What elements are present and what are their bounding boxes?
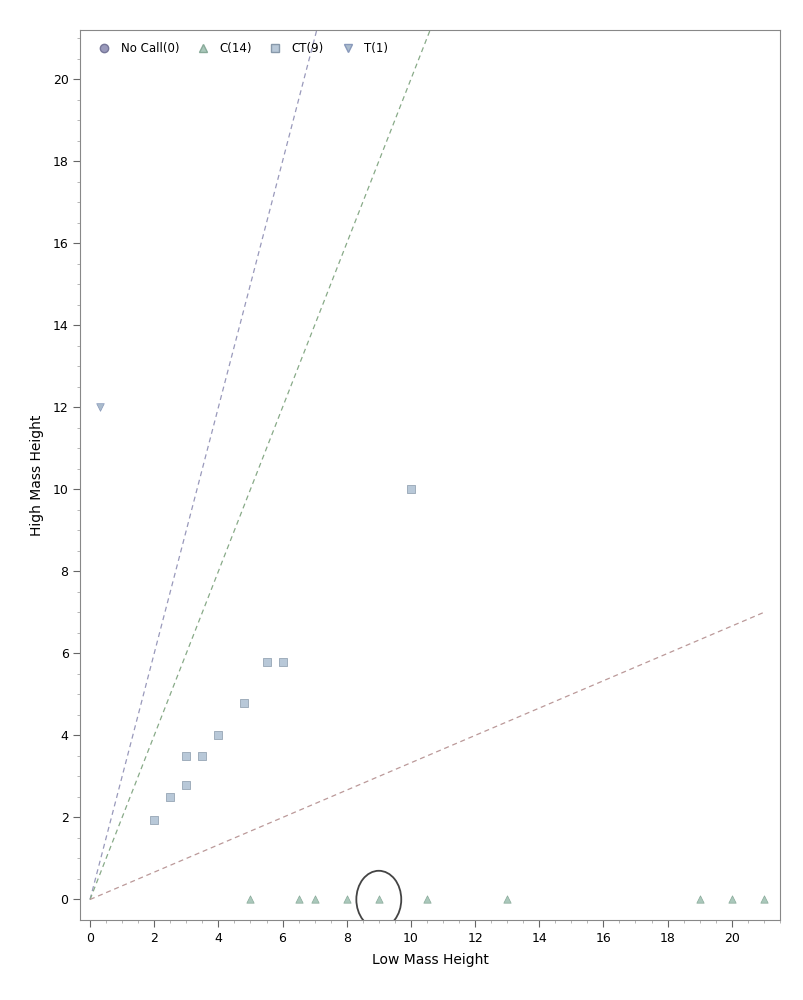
Point <box>308 891 320 907</box>
Point <box>724 891 737 907</box>
Point <box>212 727 225 743</box>
Point <box>340 891 353 907</box>
Point <box>244 891 257 907</box>
Point <box>164 789 177 805</box>
Point <box>148 812 161 828</box>
Point <box>372 891 385 907</box>
Point <box>259 654 272 670</box>
Point <box>275 654 288 670</box>
Point <box>180 777 193 793</box>
Point <box>196 748 209 764</box>
Point <box>238 695 251 711</box>
Point <box>692 891 705 907</box>
Point <box>756 891 769 907</box>
Point <box>180 748 193 764</box>
Point <box>500 891 513 907</box>
Point <box>420 891 433 907</box>
Y-axis label: High Mass Height: High Mass Height <box>31 414 44 536</box>
Point <box>291 891 304 907</box>
X-axis label: Low Mass Height: Low Mass Height <box>371 953 488 967</box>
Point <box>93 399 106 415</box>
Legend: No Call(0), C(14), CT(9), T(1): No Call(0), C(14), CT(9), T(1) <box>86 36 393 61</box>
Point <box>404 481 417 497</box>
